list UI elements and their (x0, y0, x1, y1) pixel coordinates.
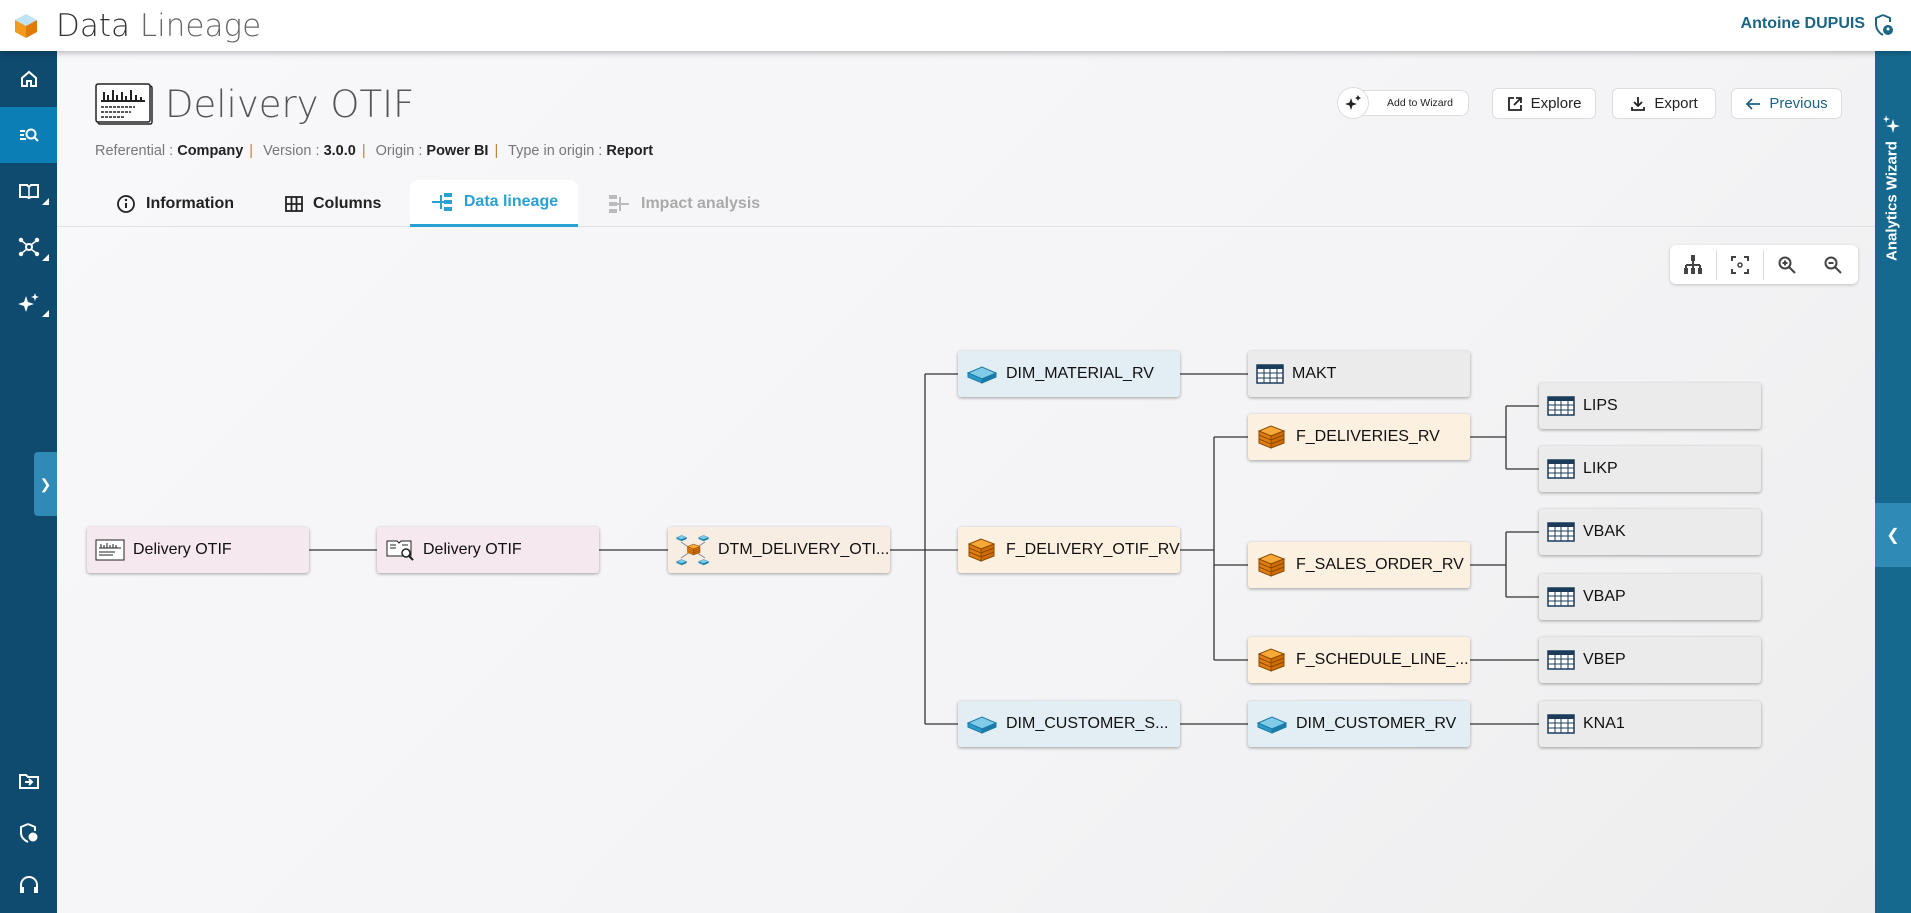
sidebar-item-network[interactable] (0, 219, 57, 275)
export-button[interactable]: Export (1612, 88, 1716, 119)
tab-information[interactable]: Information (116, 180, 234, 227)
expand-sidebar-button[interactable]: ❯ (34, 452, 57, 516)
add-to-wizard-button[interactable]: Add to Wizard (1337, 87, 1470, 119)
lineage-node-datamart[interactable]: DTM_DELIVERY_OTI... (668, 527, 890, 573)
lineage-node-report[interactable]: Delivery OTIF (87, 527, 309, 573)
sparkles-icon (17, 293, 39, 312)
fact-table-icon (1258, 648, 1285, 672)
lineage-node-table[interactable]: KNA1 (1539, 701, 1761, 747)
datamart-icon (676, 535, 709, 566)
tab-bar: Information Columns Data lineage Impact … (57, 180, 1875, 227)
table-icon (1256, 364, 1284, 384)
hierarchy-icon (1684, 254, 1702, 274)
edge (1470, 405, 1539, 470)
sidebar-item-import[interactable] (0, 753, 57, 809)
dimension-icon (967, 366, 997, 384)
metadata-line: Referential : Company | Version : 3.0.0 | … (95, 143, 654, 159)
lineage-node-table[interactable]: LIPS (1539, 383, 1761, 429)
lineage-node-fact[interactable]: F_SALES_ORDER_RV (1248, 542, 1470, 588)
search-list-icon (19, 128, 39, 142)
table-icon (1547, 396, 1575, 416)
analytics-wizard-panel[interactable]: Analytics Wizard ❮ (1875, 51, 1911, 913)
analytics-wizard-title[interactable]: Analytics Wizard (1883, 141, 1901, 261)
zoom-in-button[interactable] (1764, 245, 1810, 284)
focus-icon (1731, 255, 1749, 274)
lineage-node-dimension[interactable]: DIM_CUSTOMER_RV (1248, 701, 1470, 747)
fact-table-icon (968, 538, 995, 562)
zoom-out-button[interactable] (1810, 245, 1856, 284)
explore-button[interactable]: Explore (1492, 88, 1596, 119)
tab-data-lineage[interactable]: Data lineage (410, 180, 578, 227)
app-title: Data Lineage (56, 7, 262, 44)
edge (1470, 531, 1539, 598)
report-icon (95, 539, 125, 561)
page-title: Delivery OTIF (165, 83, 415, 126)
lineage-node-fact[interactable]: F_DELIVERIES_RV (1248, 414, 1470, 460)
lineage-node-dimension[interactable]: DIM_CUSTOMER_S... (958, 701, 1180, 747)
sidebar-item-admin[interactable] (0, 805, 57, 861)
network-icon (18, 237, 39, 257)
sidebar-item-glossary[interactable] (0, 163, 57, 219)
sparkles-icon (1883, 115, 1900, 134)
chevron-left-icon: ❮ (1886, 527, 1900, 544)
lineage-node-table[interactable]: VBAP (1539, 574, 1761, 620)
grid-icon (285, 195, 303, 212)
fact-table-icon (1258, 425, 1285, 449)
external-link-icon (1507, 96, 1522, 111)
sidebar-item-search[interactable] (0, 107, 57, 163)
report-search-icon (386, 540, 414, 561)
fact-table-icon (1258, 553, 1285, 577)
dimension-icon (967, 716, 997, 734)
app-logo-icon (15, 13, 37, 38)
table-icon (1547, 522, 1575, 542)
lineage-node-fact[interactable]: F_SCHEDULE_LINE_... (1248, 637, 1470, 683)
sidebar-item-home[interactable] (0, 51, 57, 107)
lineage-node-dimension[interactable]: DIM_MATERIAL_RV (958, 351, 1180, 397)
layout-button[interactable] (1670, 245, 1716, 284)
info-icon (117, 194, 135, 213)
zoom-in-icon (1778, 256, 1796, 274)
table-icon (1547, 714, 1575, 734)
table-icon (1547, 459, 1575, 479)
edge (1180, 436, 1248, 661)
fit-view-button[interactable] (1717, 245, 1763, 284)
sparkles-icon (1345, 95, 1361, 110)
report-icon (95, 83, 153, 125)
collapse-wizard-button[interactable]: ❮ (1875, 503, 1911, 567)
shield-user-icon (19, 823, 37, 843)
tab-impact-analysis[interactable]: Impact analysis (607, 180, 760, 227)
lineage-icon (431, 193, 452, 211)
graph-toolbar (1670, 245, 1858, 284)
previous-button[interactable]: Previous (1731, 88, 1842, 119)
support-icon (19, 876, 38, 893)
user-shield-icon[interactable] (1873, 13, 1895, 37)
sidebar-item-ai[interactable] (0, 275, 57, 331)
folder-import-icon (18, 774, 39, 789)
lineage-node-table[interactable]: VBEP (1539, 637, 1761, 683)
lineage-node-report-usage[interactable]: Delivery OTIF (377, 527, 599, 573)
edge (890, 373, 958, 725)
dimension-icon (1257, 716, 1287, 734)
book-icon (18, 184, 39, 200)
chevron-right-icon: ❯ (39, 475, 52, 492)
zoom-out-icon (1824, 256, 1842, 274)
table-icon (1547, 650, 1575, 670)
sidebar-item-support[interactable] (0, 857, 57, 913)
impact-icon (609, 194, 629, 213)
app-header: Data Lineage Antoine DUPUIS (0, 0, 1911, 51)
lineage-node-table[interactable]: MAKT (1248, 351, 1470, 397)
lineage-node-table[interactable]: LIKP (1539, 446, 1761, 492)
arrow-left-icon (1746, 97, 1761, 110)
table-icon (1547, 587, 1575, 607)
tab-columns[interactable]: Columns (285, 180, 381, 227)
lineage-node-table[interactable]: VBAK (1539, 509, 1761, 555)
home-icon (20, 70, 37, 87)
download-icon (1631, 96, 1646, 111)
lineage-node-fact[interactable]: F_DELIVERY_OTIF_RV (958, 527, 1180, 573)
user-name[interactable]: Antoine DUPUIS (1740, 15, 1865, 32)
